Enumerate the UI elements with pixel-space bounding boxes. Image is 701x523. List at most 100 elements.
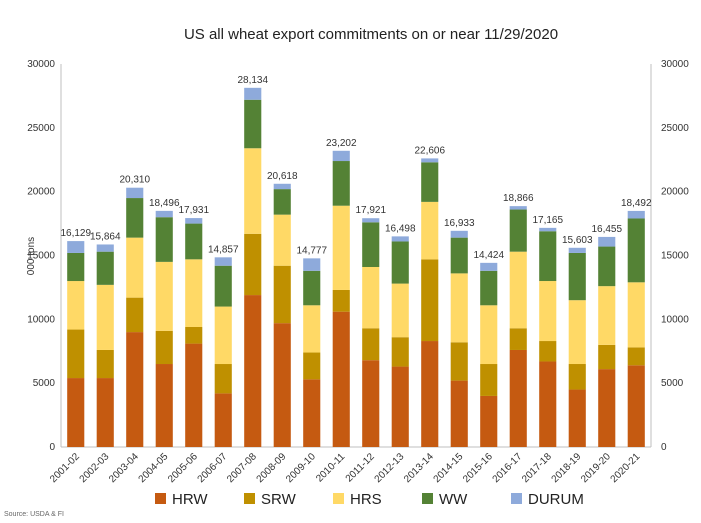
bar-segment-ww-2005-06	[185, 223, 203, 260]
bar-segment-hrs-2017-18	[539, 281, 557, 342]
bar-segment-durum-2006-07	[214, 257, 232, 266]
bar-segment-hrs-2008-09	[273, 214, 291, 266]
bar-segment-ww-2013-14	[421, 162, 439, 202]
bar-segment-srw-2008-09	[273, 265, 291, 324]
bar-segment-durum-2007-08	[244, 87, 262, 100]
bar-segment-hrw-2016-17	[509, 349, 527, 447]
x-tick-label-2001-02: 2001-02	[48, 451, 82, 485]
y-tick-label-left: 20000	[27, 187, 55, 198]
bar-segment-durum-2002-03	[96, 244, 114, 252]
y-axis-label: 000 tons	[26, 237, 37, 275]
bar-segment-srw-2007-08	[244, 233, 262, 296]
bar-segment-hrw-2017-18	[539, 361, 557, 447]
source-note: Source: USDA & FI	[4, 511, 64, 518]
bar-segment-durum-2015-16	[480, 262, 498, 271]
bar-segment-durum-2011-12	[362, 218, 380, 223]
total-label-2001-02: 16,129	[60, 228, 91, 239]
bar-segment-hrs-2012-13	[391, 283, 409, 338]
x-tick-label-2009-10: 2009-10	[284, 451, 318, 485]
legend-label-ww: WW	[439, 491, 468, 508]
x-tick-label-2008-09: 2008-09	[255, 451, 289, 485]
x-tick-label-2004-05: 2004-05	[137, 451, 171, 485]
bar-segment-ww-2009-10	[303, 270, 321, 306]
x-tick-label-2002-03: 2002-03	[78, 451, 112, 485]
bar-segment-hrw-2006-07	[214, 393, 232, 447]
total-label-2019-20: 16,455	[591, 224, 622, 235]
bar-segment-hrs-2003-04	[126, 237, 144, 298]
total-label-2015-16: 14,424	[473, 250, 504, 261]
x-tick-label-2014-15: 2014-15	[432, 451, 466, 485]
bar-segment-hrs-2005-06	[185, 259, 203, 327]
total-label-2017-18: 17,165	[532, 215, 563, 226]
bar-segment-durum-2012-13	[391, 236, 409, 242]
bar-segment-ww-2011-12	[362, 222, 380, 267]
y-tick-label-left: 25000	[27, 123, 55, 134]
bar-segment-ww-2004-05	[155, 217, 173, 262]
bar-segment-srw-2016-17	[509, 328, 527, 350]
bar-segment-ww-2018-19	[568, 252, 586, 301]
bar-segment-hrs-2011-12	[362, 266, 380, 329]
bar-segment-durum-2014-15	[450, 230, 468, 238]
bar-segment-srw-2014-15	[450, 342, 468, 381]
total-label-2016-17: 18,866	[503, 193, 534, 204]
bar-segment-hrw-2002-03	[96, 378, 114, 447]
y-tick-label-right: 15000	[661, 251, 689, 262]
total-label-2020-21: 18,492	[621, 198, 652, 209]
bar-segment-durum-2020-21	[627, 210, 645, 219]
legend-swatch-hrw	[155, 493, 166, 504]
bar-segment-srw-2020-21	[627, 347, 645, 366]
total-label-2008-09: 20,618	[267, 171, 298, 182]
total-label-2004-05: 18,496	[149, 198, 180, 209]
total-label-2009-10: 14,777	[296, 245, 327, 256]
legend-label-srw: SRW	[261, 491, 297, 508]
total-label-2002-03: 15,864	[90, 231, 121, 242]
x-tick-label-2018-19: 2018-19	[550, 451, 584, 485]
bar-segment-srw-2018-19	[568, 364, 586, 390]
legend-label-durum: DURUM	[528, 491, 584, 508]
bar-segment-durum-2005-06	[185, 218, 203, 224]
bar-segment-hrw-2008-09	[273, 323, 291, 447]
bar-segment-hrw-2001-02	[67, 378, 85, 447]
bar-segment-ww-2012-13	[391, 241, 409, 284]
x-tick-label-2005-06: 2005-06	[166, 451, 200, 485]
bar-segment-durum-2018-19	[568, 247, 586, 253]
bar-segment-ww-2014-15	[450, 237, 468, 274]
bar-segment-srw-2013-14	[421, 259, 439, 342]
y-tick-label-right: 30000	[661, 59, 689, 70]
x-tick-label-2003-04: 2003-04	[107, 451, 141, 485]
bar-segment-srw-2011-12	[362, 328, 380, 361]
x-tick-label-2012-13: 2012-13	[373, 451, 407, 485]
bar-segment-hrs-2019-20	[598, 286, 616, 345]
bar-segment-srw-2017-18	[539, 341, 557, 362]
bar-segment-hrw-2019-20	[598, 369, 616, 447]
x-tick-label-2011-12: 2011-12	[344, 451, 378, 485]
bar-segment-srw-2005-06	[185, 326, 203, 344]
bar-segment-ww-2019-20	[598, 246, 616, 287]
bar-segment-durum-2003-04	[126, 187, 144, 199]
legend-label-hrs: HRS	[350, 491, 382, 508]
bar-segment-ww-2016-17	[509, 209, 527, 252]
legend-swatch-ww	[422, 493, 433, 504]
total-label-2018-19: 15,603	[562, 235, 593, 246]
total-label-2010-11: 23,202	[326, 138, 357, 149]
bar-segment-durum-2019-20	[598, 236, 616, 247]
y-tick-label-right: 20000	[661, 187, 689, 198]
x-tick-label-2015-16: 2015-16	[461, 451, 495, 485]
bar-segment-ww-2006-07	[214, 265, 232, 307]
bar-segment-srw-2012-13	[391, 337, 409, 367]
bar-segment-hrs-2002-03	[96, 284, 114, 350]
bar-segment-hrw-2005-06	[185, 343, 203, 447]
bar-segment-hrs-2020-21	[627, 282, 645, 348]
bar-segment-durum-2010-11	[332, 150, 350, 162]
bar-segment-ww-2020-21	[627, 218, 645, 283]
total-label-2003-04: 20,310	[119, 175, 150, 186]
bar-segment-hrw-2003-04	[126, 332, 144, 447]
bar-segment-durum-2017-18	[539, 227, 557, 232]
x-tick-label-2017-18: 2017-18	[520, 451, 554, 485]
bar-segment-srw-2001-02	[67, 329, 85, 379]
bar-segment-hrs-2006-07	[214, 306, 232, 365]
bar-segment-ww-2003-04	[126, 198, 144, 238]
total-label-2007-08: 28,134	[237, 75, 268, 86]
bar-segment-hrw-2011-12	[362, 360, 380, 447]
